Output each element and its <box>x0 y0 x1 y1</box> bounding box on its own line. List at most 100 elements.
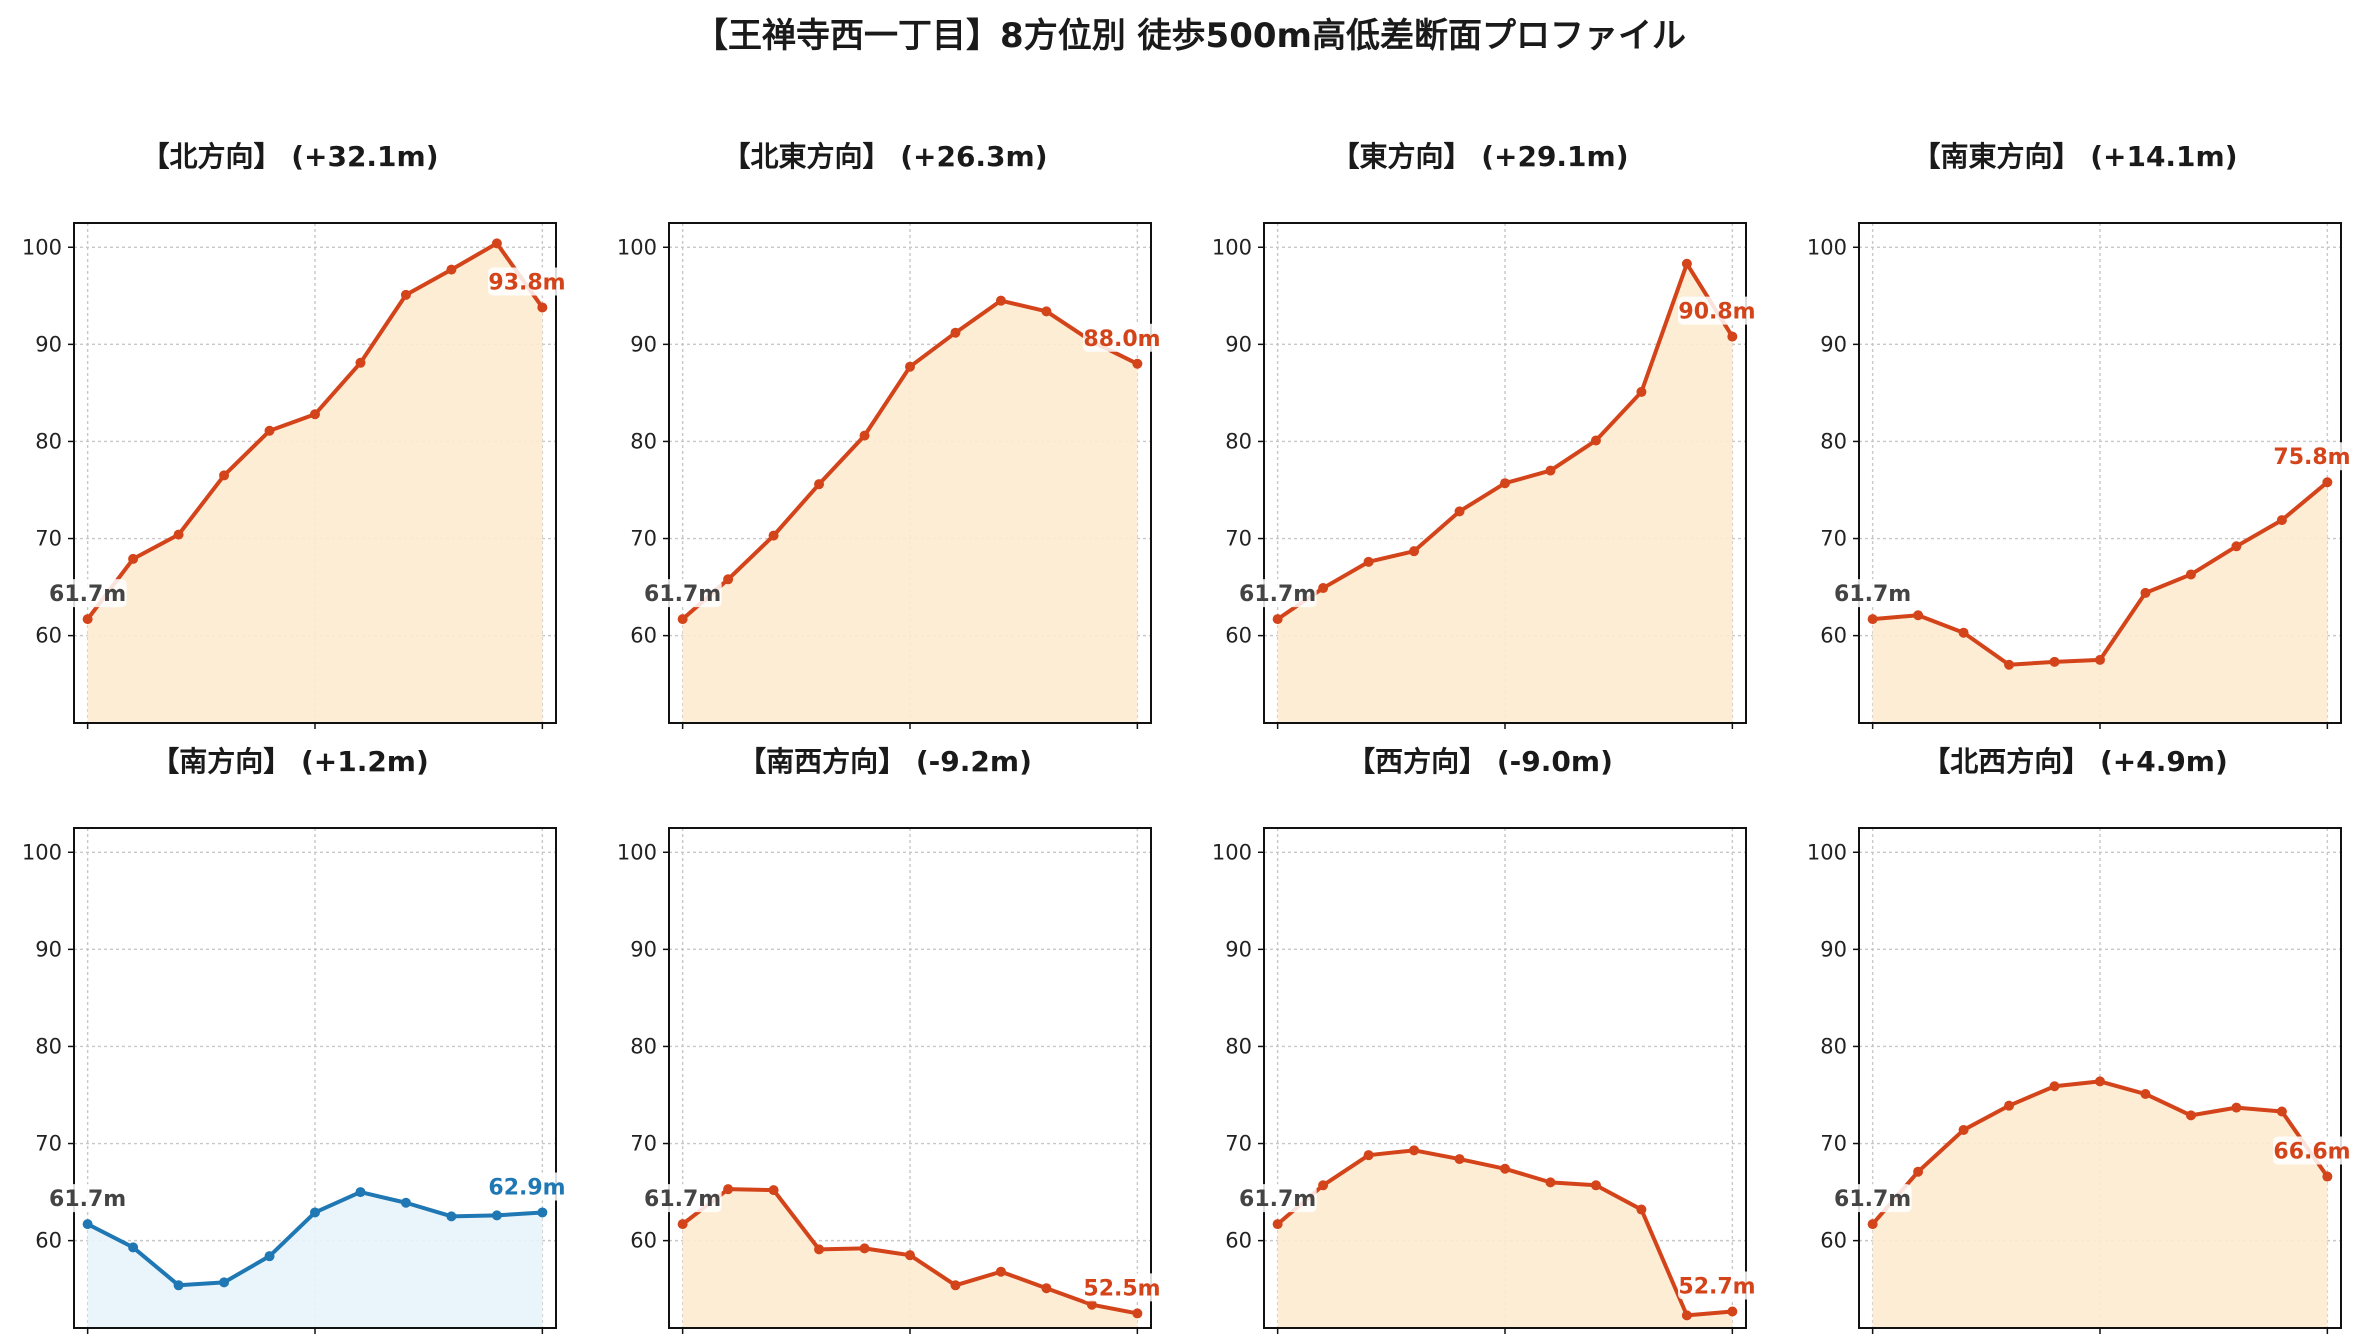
data-point <box>2004 1100 2015 1111</box>
area-fill <box>682 300 1138 723</box>
panel-title: 【西方向】 (-9.0m) <box>1347 745 1613 778</box>
data-point <box>264 425 275 436</box>
data-point <box>1318 1180 1329 1191</box>
data-point <box>768 530 779 541</box>
data-point <box>2231 541 2242 552</box>
data-point <box>1867 614 1878 625</box>
y-tick-label: 100 <box>1807 235 1847 259</box>
data-point <box>995 295 1006 306</box>
data-point <box>859 430 870 441</box>
y-tick-label: 100 <box>1807 840 1847 864</box>
data-point <box>310 1207 320 1218</box>
data-point <box>2140 587 2151 598</box>
y-tick-label: 70 <box>630 527 657 551</box>
data-point <box>2231 1102 2242 1113</box>
y-tick-label: 70 <box>35 1132 62 1156</box>
data-point <box>1041 1283 1052 1294</box>
y-tick-label: 80 <box>35 1034 62 1058</box>
data-point <box>1636 386 1647 397</box>
y-tick-label: 90 <box>1820 937 1847 961</box>
data-point <box>446 264 457 275</box>
data-point <box>1913 610 1924 621</box>
area-fill <box>1872 482 2328 723</box>
data-point <box>1727 331 1738 342</box>
data-point <box>1867 1219 1878 1230</box>
start-value-label-bg <box>1238 579 1317 608</box>
start-value-label-bg <box>1238 1184 1317 1213</box>
data-point <box>128 1242 139 1253</box>
y-tick-label: 90 <box>35 937 62 961</box>
y-tick-label: 60 <box>1820 1229 1847 1253</box>
y-tick-label: 70 <box>630 1132 657 1156</box>
y-tick-label: 60 <box>35 624 62 648</box>
data-point <box>491 238 502 249</box>
data-point <box>355 1187 366 1198</box>
y-tick-label: 100 <box>617 840 657 864</box>
panel-title: 【東方向】 (+29.1m) <box>1331 140 1629 173</box>
y-tick-label: 60 <box>630 624 657 648</box>
panel-title: 【北西方向】 (+4.9m) <box>1922 745 2228 778</box>
y-tick-label: 100 <box>1212 840 1252 864</box>
data-point <box>950 1280 961 1291</box>
y-tick-label: 80 <box>630 429 657 453</box>
data-point <box>82 614 93 625</box>
end-value-label: 90.8m <box>1678 300 1755 325</box>
data-point <box>1318 583 1329 594</box>
data-point <box>768 1185 779 1196</box>
y-tick-label: 60 <box>1225 624 1252 648</box>
panel-title: 【南方向】 (+1.2m) <box>151 745 429 778</box>
y-tick-label: 90 <box>35 332 62 356</box>
y-tick-label: 90 <box>630 937 657 961</box>
end-value-label-bg <box>1083 1273 1161 1302</box>
data-point <box>1409 1145 1420 1156</box>
end-value-label-bg <box>1083 323 1161 352</box>
data-point <box>905 1250 915 1261</box>
data-point <box>2185 1110 2196 1121</box>
profile-panel: 【南東方向】 (+14.1m)607080901000m250m500m61.7… <box>1795 135 2355 735</box>
end-value-label: 66.6m <box>2273 1140 2350 1165</box>
y-tick-label: 70 <box>35 527 62 551</box>
profile-panel: 【西方向】 (-9.0m)607080901000m250m500m61.7m5… <box>1200 740 1760 1340</box>
data-point <box>310 409 320 420</box>
start-value-label: 61.7m <box>644 1187 721 1212</box>
data-point <box>814 479 825 490</box>
data-point <box>1681 1310 1692 1321</box>
data-point <box>1454 1154 1465 1165</box>
data-point <box>1545 1177 1556 1188</box>
data-point <box>1727 1306 1738 1317</box>
y-tick-label: 100 <box>1212 235 1252 259</box>
y-tick-label: 70 <box>1225 527 1252 551</box>
start-value-label: 61.7m <box>1239 582 1316 607</box>
start-value-label: 61.7m <box>1239 1187 1316 1212</box>
data-point <box>537 302 548 313</box>
end-value-label: 75.8m <box>2273 445 2350 470</box>
y-tick-label: 60 <box>1225 1229 1252 1253</box>
panel-title: 【南東方向】 (+14.1m) <box>1912 140 2238 173</box>
y-tick-label: 90 <box>1225 937 1252 961</box>
data-point <box>995 1266 1006 1277</box>
y-tick-label: 100 <box>617 235 657 259</box>
panel-title: 【南西方向】 (-9.2m) <box>738 745 1032 778</box>
y-tick-label: 90 <box>630 332 657 356</box>
data-point <box>1681 258 1692 269</box>
data-point <box>82 1219 93 1230</box>
data-point <box>2140 1089 2151 1100</box>
y-tick-label: 80 <box>1820 429 1847 453</box>
end-value-label-bg <box>1678 296 1756 325</box>
data-point <box>446 1211 457 1222</box>
y-tick-label: 70 <box>1820 1132 1847 1156</box>
data-point <box>905 361 915 372</box>
data-point <box>814 1244 825 1255</box>
area-fill <box>87 1192 543 1328</box>
data-point <box>1500 478 1510 489</box>
data-point <box>400 1197 411 1208</box>
data-point <box>1041 306 1052 317</box>
data-point <box>219 470 230 481</box>
start-value-label-bg <box>48 1184 127 1213</box>
panel-title: 【北東方向】 (+26.3m) <box>722 140 1048 173</box>
